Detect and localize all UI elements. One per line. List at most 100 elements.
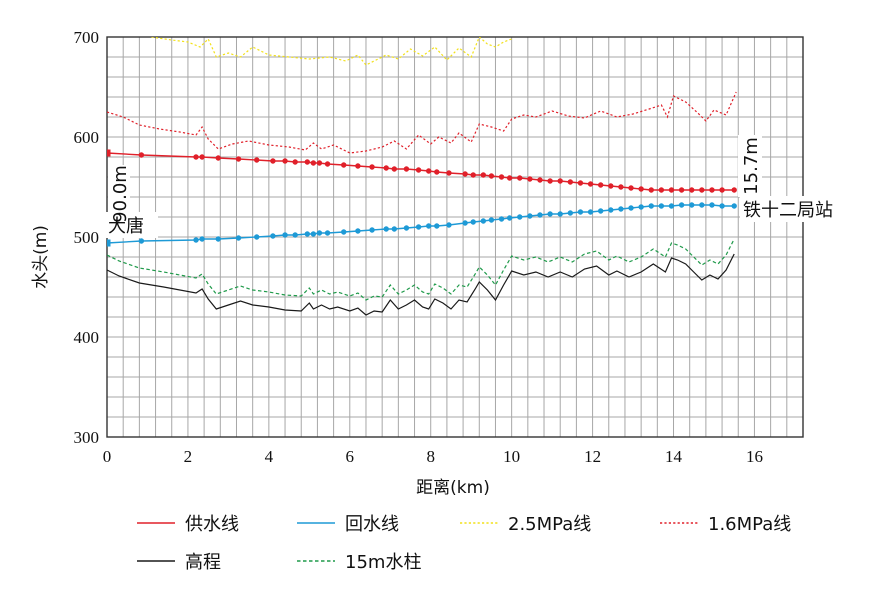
series-1-point (557, 211, 563, 217)
series-1-point (462, 220, 468, 226)
series-0-point (369, 164, 375, 170)
series-0-point (628, 185, 634, 191)
series-1-point (480, 218, 487, 224)
series-0-point (282, 158, 288, 164)
x-tick-label: 8 (426, 447, 435, 466)
series-0-point (668, 187, 675, 193)
series-0-point (415, 167, 422, 173)
legend-label: 2.5MPa线 (508, 514, 591, 535)
series-0-point (527, 176, 533, 182)
x-tick-label: 4 (265, 447, 274, 466)
series-0-point (498, 174, 505, 180)
legend-item: 1.6MPa线 (660, 514, 791, 535)
y-tick-label: 300 (74, 428, 100, 447)
end-diff-label: 15.7m (741, 137, 762, 195)
start-diff-label: 90.0m (110, 165, 131, 223)
series-0-point (719, 187, 725, 193)
series-2-line (151, 37, 512, 66)
series-1-point (383, 226, 389, 232)
series-1-point (215, 236, 221, 242)
series-1-point (498, 216, 505, 222)
series-0-point (731, 187, 737, 193)
series-5 (107, 238, 735, 301)
series-0-point (597, 182, 604, 188)
legend-item: 15m水柱 (297, 552, 421, 573)
series-0-point (425, 168, 432, 174)
series-1-point (355, 228, 361, 234)
series-0-point (678, 187, 685, 193)
series-0-point (587, 181, 594, 187)
series-0-point (304, 159, 311, 165)
series-0-point (434, 169, 440, 175)
series-1-point (699, 202, 705, 208)
series-1-point (731, 203, 737, 209)
series-1-point (628, 205, 634, 211)
series-0-point (138, 152, 145, 158)
series-1-point (668, 203, 675, 209)
series-4 (107, 253, 735, 316)
series-0-point (699, 187, 705, 193)
series-0-point (324, 161, 331, 167)
series-1-point (391, 226, 398, 232)
series-0-point (316, 160, 323, 166)
series-1-point (577, 209, 584, 215)
series-1-point (537, 212, 543, 218)
series-1-point (324, 230, 331, 236)
series-0-point (506, 175, 513, 181)
series-1-point (470, 219, 476, 225)
x-tick-label: 10 (503, 447, 520, 466)
series-1-point (547, 211, 553, 217)
series-3 (107, 91, 737, 154)
series-0-start-marker (107, 149, 111, 157)
start-station-label-bg (106, 212, 158, 238)
y-axis-label: 水头(m) (31, 225, 51, 289)
series-1-point (403, 225, 410, 231)
series-0-point (254, 157, 260, 163)
series-0-point (557, 178, 563, 184)
series-1-point (488, 217, 495, 223)
series-0-point (215, 155, 221, 161)
series-1-point (304, 231, 311, 237)
series-1-point (415, 224, 422, 230)
x-tick-label: 16 (746, 447, 763, 466)
grid (106, 36, 804, 438)
series-1-point (638, 204, 644, 210)
series-1-point (719, 203, 725, 209)
legend-label: 高程 (185, 552, 221, 573)
tick-labels: 0 2 4 6 8 10 12 14 16 300 400 500 600 700 (74, 28, 763, 466)
series-1-point (316, 230, 323, 236)
series-1-point (597, 208, 604, 214)
series-1-point (138, 238, 145, 244)
legend-item: 回水线 (297, 514, 399, 535)
series-0-point (488, 173, 495, 179)
y-tick-label: 500 (74, 228, 100, 247)
x-tick-label: 14 (665, 447, 683, 466)
series-1-point (567, 210, 574, 216)
series-4-line (107, 253, 735, 316)
series-0-point (658, 187, 665, 193)
legend-item: 高程 (137, 552, 221, 573)
series-1-point (587, 209, 594, 215)
series-3-line (107, 91, 737, 154)
y-tick-label: 700 (74, 28, 100, 47)
series-1-point (648, 203, 654, 209)
series-0-point (199, 154, 205, 160)
series-1-start-marker (107, 239, 111, 247)
series-0-point (547, 178, 553, 184)
end-station-label-bg (740, 196, 862, 222)
series-0 (107, 149, 737, 193)
series-layer (107, 37, 737, 316)
legend-label: 1.6MPa线 (708, 514, 791, 535)
series-0-point (618, 184, 624, 190)
series-0-point (270, 158, 276, 164)
start-diff-label-bg (108, 165, 130, 223)
series-1-point (658, 203, 665, 209)
series-1-point (199, 236, 205, 242)
series-1-point (434, 223, 440, 229)
series-0-point (689, 187, 695, 193)
x-tick-label: 12 (584, 447, 601, 466)
end-station-label: 铁十二局站 (743, 200, 833, 221)
